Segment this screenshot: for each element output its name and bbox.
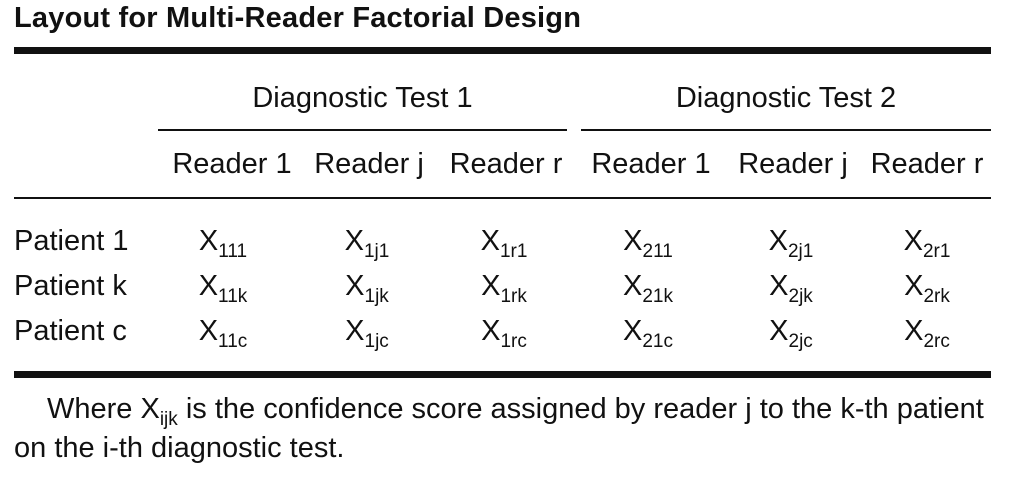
column-header-test1-reader-1: Reader 1 xyxy=(172,148,292,180)
column-header-test2-reader-r: Reader r xyxy=(870,148,984,180)
table-cell: X21k xyxy=(583,270,713,306)
cell-variable: X xyxy=(345,315,365,347)
cell-subscript: 21k xyxy=(642,286,673,307)
top-rule xyxy=(14,47,991,54)
cell-variable: X xyxy=(623,315,643,347)
cell-variable: X xyxy=(904,270,924,302)
footnote-prefix: Where X xyxy=(47,393,160,425)
cell-variable: X xyxy=(344,225,364,257)
cell-variable: X xyxy=(623,270,643,302)
group-header-test-2: Diagnostic Test 2 xyxy=(675,82,897,114)
cell-variable: X xyxy=(768,225,788,257)
table-cell: X1rc xyxy=(439,315,569,351)
cell-subscript: 2jc xyxy=(788,331,813,352)
cell-subscript: 2jk xyxy=(788,286,813,307)
table-cell: X1r1 xyxy=(439,225,569,261)
group-rule-test-1 xyxy=(158,129,567,131)
header-rule xyxy=(14,197,991,199)
cell-subscript: 1rc xyxy=(500,331,527,352)
cell-subscript: 1jc xyxy=(364,331,389,352)
cell-subscript: 211 xyxy=(642,241,673,262)
cell-subscript: 1j1 xyxy=(363,241,390,262)
column-header-test2-reader-j: Reader j xyxy=(738,148,848,180)
table-cell: X1j1 xyxy=(302,225,432,261)
cell-subscript: 111 xyxy=(218,241,248,262)
bottom-rule xyxy=(14,371,991,378)
cell-variable: X xyxy=(903,225,923,257)
column-header-test1-reader-j: Reader j xyxy=(314,148,424,180)
cell-variable: X xyxy=(198,270,219,302)
cell-variable: X xyxy=(481,270,501,302)
table-cell: X11k xyxy=(158,270,288,306)
table-cell: X2rc xyxy=(862,315,992,351)
cell-subscript: 2rc xyxy=(923,331,950,352)
group-rule-test-2 xyxy=(581,129,991,131)
cell-variable: X xyxy=(345,270,365,302)
table-cell: X2j1 xyxy=(726,225,856,261)
table-cell: X2r1 xyxy=(862,225,992,261)
table-cell: X211 xyxy=(583,225,713,261)
table-title: Layout for Multi-Reader Factorial Design xyxy=(14,2,582,34)
row-label-patient-1: Patient 1 xyxy=(14,225,129,257)
table-cell: X2jk xyxy=(726,270,856,306)
cell-variable: X xyxy=(769,315,789,347)
table-cell: X2jc xyxy=(726,315,856,351)
row-label-patient-c: Patient c xyxy=(14,315,127,347)
cell-subscript: 2r1 xyxy=(922,241,951,262)
cell-variable: X xyxy=(623,225,643,257)
table-cell: X21c xyxy=(583,315,713,351)
table-cell: X2rk xyxy=(862,270,992,306)
cell-variable: X xyxy=(198,225,219,257)
cell-subscript: 1jk xyxy=(364,286,389,307)
table-cell: X11c xyxy=(158,315,288,351)
table-cell: X1rk xyxy=(439,270,569,306)
table-cell: X1jk xyxy=(302,270,432,306)
cell-subscript: 1r1 xyxy=(499,241,528,262)
footnote-suffix: is the confidence score assigned by read… xyxy=(14,393,984,464)
cell-subscript: 11k xyxy=(218,286,248,307)
cell-subscript: 2j1 xyxy=(787,241,814,262)
table-cell: X1jc xyxy=(302,315,432,351)
cell-variable: X xyxy=(904,315,924,347)
cell-variable: X xyxy=(769,270,789,302)
footnote-subscript: ijk xyxy=(159,409,178,430)
cell-subscript: 11c xyxy=(218,331,248,352)
cell-subscript: 21c xyxy=(642,331,673,352)
row-label-patient-k: Patient k xyxy=(14,270,127,302)
cell-subscript: 1rk xyxy=(500,286,527,307)
cell-subscript: 2rk xyxy=(923,286,950,307)
table-footnote: Where Xijk is the confidence score assig… xyxy=(14,390,989,468)
cell-variable: X xyxy=(481,315,501,347)
cell-variable: X xyxy=(198,315,219,347)
column-header-test1-reader-r: Reader r xyxy=(449,148,563,180)
column-header-test2-reader-1: Reader 1 xyxy=(591,148,711,180)
cell-variable: X xyxy=(480,225,500,257)
group-header-test-1: Diagnostic Test 1 xyxy=(252,82,473,114)
table-cell: X111 xyxy=(158,225,288,261)
